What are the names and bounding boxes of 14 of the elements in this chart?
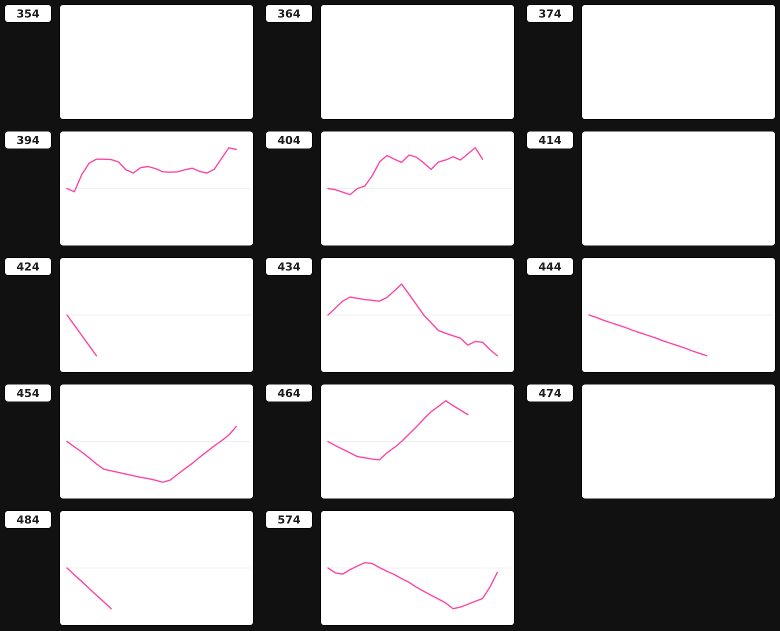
chart-title: 484	[16, 514, 40, 526]
text: 354	[16, 8, 40, 20]
text: 364	[278, 8, 301, 20]
chart-title: 464	[278, 387, 301, 400]
text: 474	[538, 387, 562, 400]
chart-title: 574	[278, 514, 301, 526]
chart-title: 424	[16, 260, 40, 274]
chart-title: 454	[16, 387, 40, 400]
text: 374	[538, 8, 562, 20]
text: 414	[538, 134, 562, 147]
chart-title: 404	[278, 134, 301, 147]
chart-title: 444	[538, 260, 562, 274]
chart-title: 434	[278, 260, 301, 274]
chart-title: 394	[16, 134, 40, 147]
